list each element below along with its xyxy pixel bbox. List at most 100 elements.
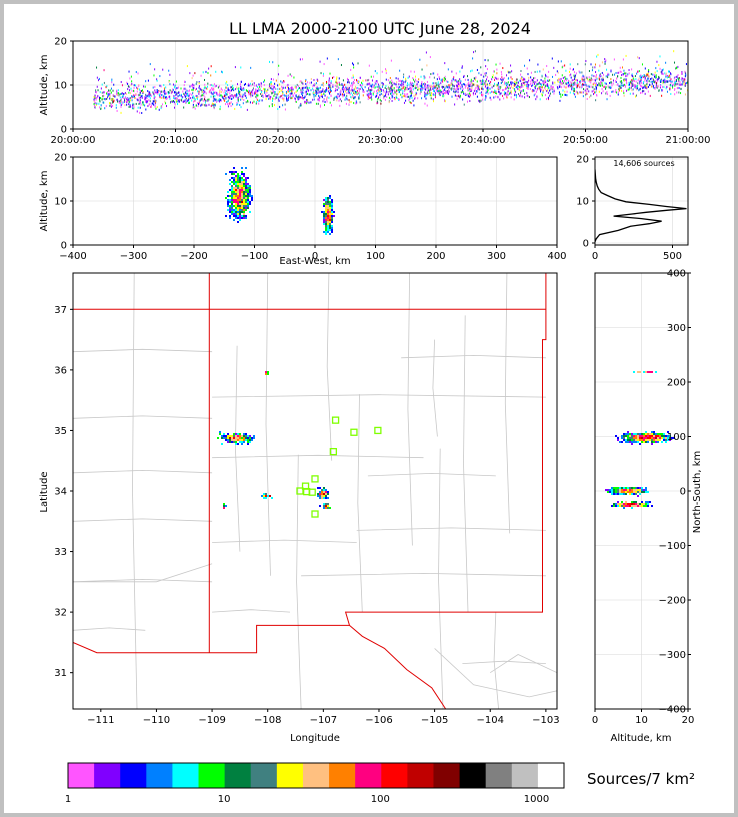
source-point bbox=[291, 90, 293, 93]
density-cell bbox=[233, 211, 235, 213]
source-point bbox=[133, 86, 135, 89]
source-point bbox=[516, 86, 518, 89]
source-point bbox=[320, 95, 322, 98]
density-cell bbox=[243, 179, 245, 181]
density-cell bbox=[635, 503, 637, 505]
density-cell bbox=[633, 493, 635, 495]
source-point bbox=[677, 82, 679, 85]
density-cell bbox=[323, 507, 325, 509]
source-point bbox=[438, 88, 440, 91]
source-point bbox=[177, 95, 179, 98]
source-point bbox=[369, 91, 371, 94]
density-cell bbox=[233, 167, 235, 169]
source-point bbox=[200, 104, 202, 107]
source-point bbox=[661, 69, 663, 72]
density-cell bbox=[239, 437, 241, 439]
source-point bbox=[256, 97, 258, 100]
source-point bbox=[576, 81, 578, 84]
density-cell bbox=[249, 195, 251, 197]
source-point bbox=[677, 65, 679, 68]
source-point bbox=[379, 90, 381, 93]
source-point bbox=[192, 87, 194, 90]
source-point bbox=[514, 80, 516, 83]
source-point bbox=[321, 94, 323, 97]
source-point bbox=[220, 94, 222, 97]
source-point bbox=[673, 61, 675, 64]
source-point bbox=[468, 81, 470, 84]
source-point bbox=[461, 65, 463, 68]
density-cell bbox=[249, 435, 251, 437]
source-point bbox=[653, 81, 655, 84]
source-point bbox=[437, 81, 439, 84]
source-point bbox=[433, 100, 435, 103]
source-point bbox=[591, 90, 593, 93]
source-point bbox=[636, 88, 638, 91]
source-point bbox=[526, 81, 528, 84]
source-point bbox=[547, 83, 549, 86]
county-line bbox=[212, 394, 546, 398]
source-point bbox=[487, 59, 489, 62]
source-point bbox=[381, 70, 383, 73]
source-point bbox=[261, 90, 263, 93]
source-point bbox=[155, 107, 157, 110]
source-point bbox=[449, 87, 451, 90]
source-point bbox=[245, 89, 247, 92]
source-point bbox=[637, 82, 639, 85]
source-point bbox=[359, 84, 361, 87]
source-point bbox=[233, 89, 235, 92]
density-cell bbox=[223, 505, 225, 507]
source-point bbox=[668, 70, 670, 73]
source-point bbox=[438, 83, 440, 86]
density-cell bbox=[635, 501, 637, 503]
source-point bbox=[545, 98, 547, 101]
source-point bbox=[186, 92, 188, 95]
source-point bbox=[195, 94, 197, 97]
density-cell bbox=[617, 501, 619, 503]
density-cell bbox=[325, 197, 327, 199]
source-point bbox=[581, 80, 583, 83]
source-point bbox=[501, 89, 503, 92]
source-point bbox=[573, 75, 575, 78]
source-point bbox=[486, 88, 488, 91]
source-point bbox=[282, 81, 284, 84]
source-point bbox=[471, 69, 473, 72]
source-point bbox=[333, 97, 335, 100]
source-point bbox=[534, 87, 536, 90]
source-point bbox=[156, 106, 158, 109]
source-point bbox=[337, 58, 339, 61]
source-point bbox=[263, 87, 265, 90]
source-point bbox=[425, 51, 427, 54]
source-point bbox=[662, 68, 664, 71]
source-point bbox=[219, 89, 221, 92]
source-point bbox=[520, 79, 522, 82]
density-cell bbox=[231, 205, 233, 207]
source-point bbox=[657, 80, 659, 83]
source-point bbox=[328, 87, 330, 90]
source-point bbox=[116, 98, 118, 101]
source-point bbox=[646, 83, 648, 86]
source-point bbox=[455, 95, 457, 98]
source-point bbox=[226, 103, 228, 106]
source-point bbox=[505, 93, 507, 96]
source-point bbox=[403, 95, 405, 98]
source-point bbox=[430, 92, 432, 95]
source-point bbox=[184, 99, 186, 102]
source-point bbox=[313, 89, 315, 92]
density-cell bbox=[231, 209, 233, 211]
source-point bbox=[426, 64, 428, 67]
density-cell bbox=[643, 503, 645, 505]
source-point bbox=[105, 105, 107, 108]
source-point bbox=[618, 85, 620, 88]
source-point bbox=[323, 91, 325, 94]
source-point bbox=[175, 80, 177, 83]
source-point bbox=[559, 85, 561, 88]
tick-label: −400 bbox=[59, 251, 86, 262]
source-point bbox=[636, 85, 638, 88]
source-point bbox=[350, 92, 352, 95]
source-point bbox=[219, 108, 221, 111]
source-point bbox=[160, 96, 162, 99]
density-cell bbox=[271, 497, 273, 499]
density-cell bbox=[239, 183, 241, 185]
source-point bbox=[188, 102, 190, 105]
source-point bbox=[186, 89, 188, 92]
